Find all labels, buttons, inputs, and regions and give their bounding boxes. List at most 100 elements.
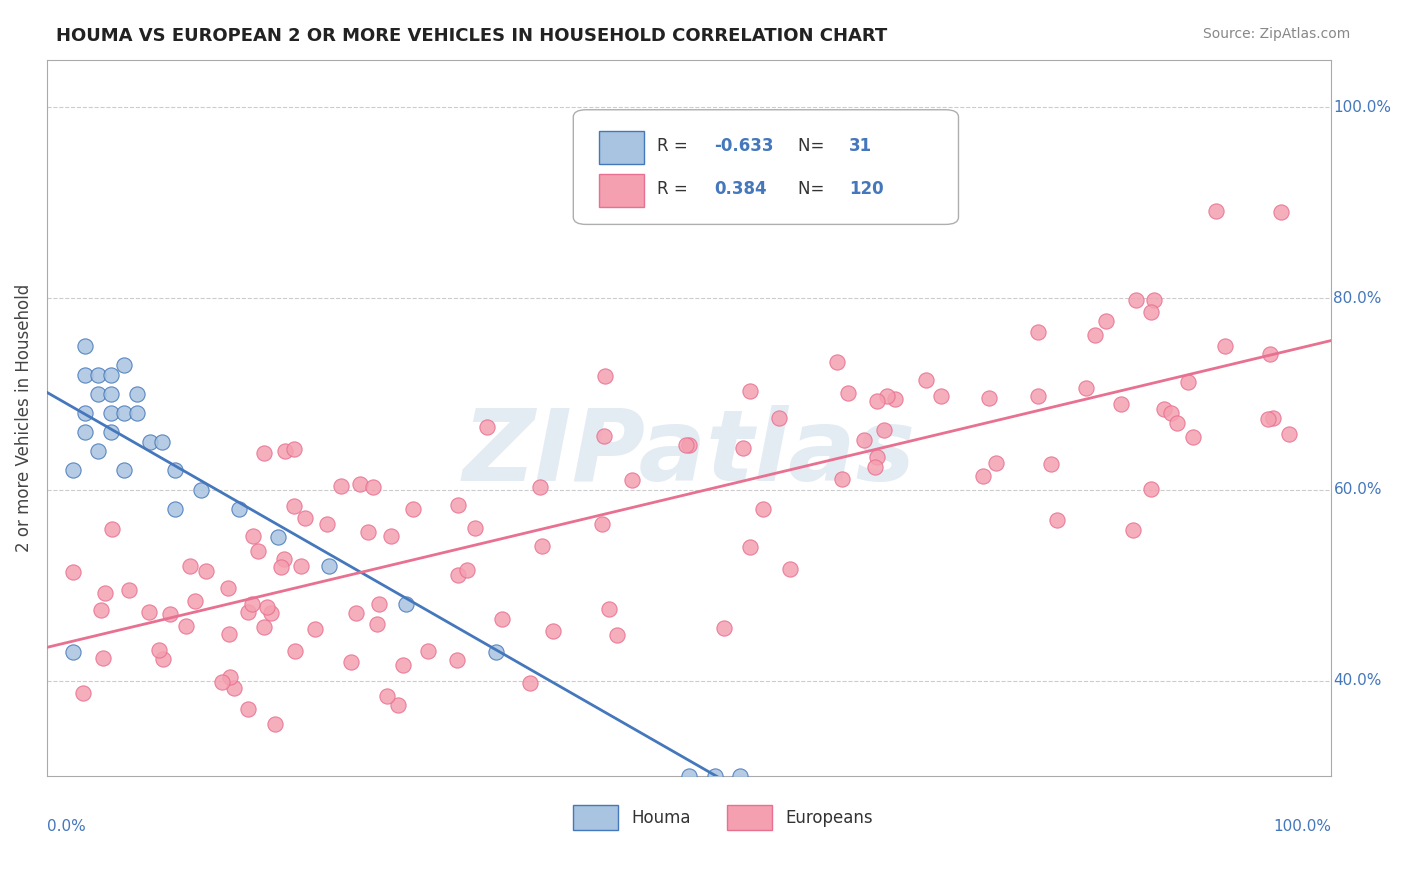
Europeans [530,539,553,553]
Europeans [446,653,468,667]
Europeans [447,568,470,582]
Europeans [591,517,613,532]
Houma [100,387,122,401]
Houma [152,434,174,449]
Europeans [914,373,936,387]
Text: R =: R = [657,136,693,154]
Europeans [344,606,367,620]
Europeans [179,558,201,573]
Houma [87,368,110,382]
Europeans [464,521,486,535]
Europeans [253,620,276,634]
Europeans [89,603,111,617]
Europeans [491,612,513,626]
Houma [75,425,97,440]
Europeans [238,702,260,716]
Europeans [387,698,409,713]
Europeans [183,594,205,608]
Europeans [118,582,141,597]
Europeans [253,446,276,460]
Europeans [678,438,700,452]
Europeans [138,605,160,619]
Houma [75,339,97,353]
Europeans [768,411,790,425]
Europeans [274,443,297,458]
Text: Europeans: Europeans [785,809,873,827]
Europeans [1084,327,1107,342]
Text: 0.0%: 0.0% [46,819,86,834]
Europeans [1039,457,1062,471]
Text: N=: N= [799,179,830,198]
Europeans [1278,427,1301,442]
Europeans [284,643,307,657]
Europeans [94,586,117,600]
Europeans [100,522,122,536]
Europeans [519,676,541,690]
Europeans [1177,376,1199,390]
Europeans [738,541,761,555]
Europeans [236,605,259,619]
Europeans [349,477,371,491]
Houma [87,444,110,458]
Houma [75,368,97,382]
Houma [395,597,418,611]
Europeans [211,675,233,690]
Houma [125,406,148,420]
Europeans [176,619,198,633]
Europeans [283,499,305,513]
Houma [112,359,135,373]
Europeans [1125,293,1147,308]
Houma [112,463,135,477]
Europeans [593,368,616,383]
Europeans [779,562,801,576]
Text: -0.633: -0.633 [714,136,775,154]
Europeans [1095,314,1118,328]
Europeans [1166,416,1188,430]
Houma [728,769,751,783]
Houma [138,434,160,449]
Houma [62,645,84,659]
Europeans [304,623,326,637]
Text: N=: N= [799,136,830,154]
Europeans [876,388,898,402]
Europeans [152,652,174,666]
Text: Source: ZipAtlas.com: Source: ZipAtlas.com [1202,27,1350,41]
Text: 40.0%: 40.0% [1333,673,1382,688]
Europeans [72,686,94,700]
Europeans [416,644,439,658]
Europeans [242,529,264,543]
Houma [678,769,700,783]
Europeans [1046,513,1069,527]
Europeans [340,655,363,669]
Europeans [598,602,620,616]
Europeans [929,388,952,402]
Europeans [831,472,853,486]
Houma [190,483,212,497]
Bar [574,805,619,830]
Text: 0.384: 0.384 [714,179,768,198]
Houma [165,463,187,477]
Europeans [375,689,398,703]
Europeans [392,658,415,673]
Europeans [837,386,859,401]
Europeans [529,480,551,494]
Europeans [290,559,312,574]
Europeans [91,651,114,665]
Europeans [260,606,283,620]
Europeans [1270,205,1292,219]
Europeans [1026,325,1049,339]
Europeans [366,616,388,631]
Europeans [621,473,644,487]
Text: 100.0%: 100.0% [1333,100,1392,115]
Europeans [593,429,616,443]
Houma [100,368,122,382]
Europeans [1160,406,1182,420]
Text: 100.0%: 100.0% [1272,819,1331,834]
Europeans [1258,346,1281,360]
Europeans [1261,411,1284,425]
Text: ZIPatlas: ZIPatlas [463,405,915,502]
Europeans [240,598,263,612]
Europeans [316,516,339,531]
Europeans [853,434,876,448]
Europeans [541,624,564,638]
